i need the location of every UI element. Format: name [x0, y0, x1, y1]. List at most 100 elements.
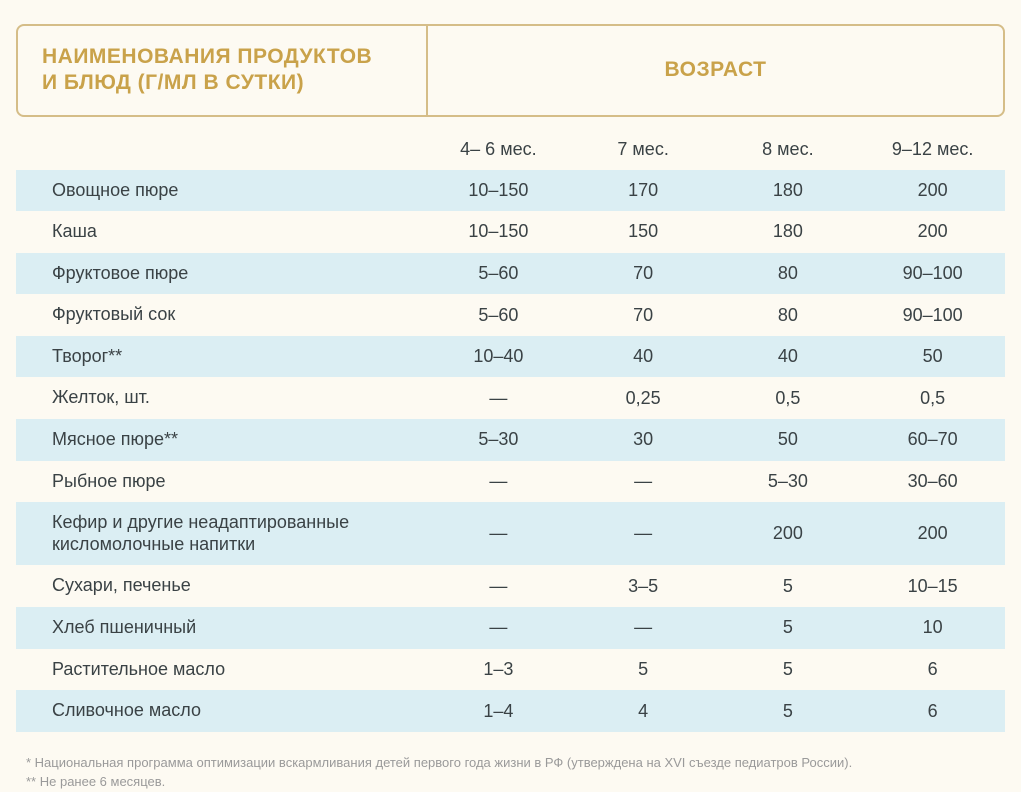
age-header-spacer	[16, 125, 426, 170]
cell: —	[571, 461, 716, 502]
cell: 180	[716, 170, 861, 211]
cell: 200	[860, 170, 1005, 211]
cell: 180	[716, 211, 861, 252]
row-label: Сливочное масло	[16, 690, 426, 732]
cell: 5–60	[426, 295, 571, 336]
cell: 5	[716, 566, 861, 607]
table-row: Творог**10–40404050	[16, 336, 1005, 378]
cell: 0,5	[860, 378, 1005, 419]
row-label: Кефир и другие неадаптированные кисломол…	[16, 502, 426, 565]
cell: 30–60	[860, 461, 1005, 502]
header-right-text: ВОЗРАСТ	[665, 57, 767, 83]
cell: 80	[716, 295, 861, 336]
cell: 4	[571, 691, 716, 732]
cell: —	[426, 607, 571, 648]
cell: 70	[571, 295, 716, 336]
table-row: Растительное масло1–3556	[16, 649, 1005, 691]
table-row: Кефир и другие неадаптированные кисломол…	[16, 502, 1005, 565]
footnote-2: ** Не ранее 6 месяцев.	[26, 773, 1005, 792]
cell: 5	[716, 691, 861, 732]
cell: 10	[860, 607, 1005, 648]
cell: 200	[860, 513, 1005, 554]
cell: 90–100	[860, 253, 1005, 294]
cell: 1–4	[426, 691, 571, 732]
cell: 30	[571, 419, 716, 460]
row-values: 10–40404050	[426, 336, 1005, 377]
cell: 200	[716, 513, 861, 554]
row-label: Сухари, печенье	[16, 565, 426, 607]
age-col-3: 9–12 мес.	[860, 125, 1005, 170]
table-row: Хлеб пшеничный——510	[16, 607, 1005, 649]
cell: 0,25	[571, 378, 716, 419]
row-label: Фруктовый сок	[16, 294, 426, 336]
row-values: 5–60708090–100	[426, 295, 1005, 336]
header-left-cell: НАИМЕНОВАНИЯ ПРОДУКТОВ И БЛЮД (Г/МЛ В СУ…	[18, 26, 428, 115]
cell: 5–30	[716, 461, 861, 502]
row-values: 10–150150180200	[426, 211, 1005, 252]
cell: 0,5	[716, 378, 861, 419]
cell: 80	[716, 253, 861, 294]
row-values: ——5–3030–60	[426, 461, 1005, 502]
cell: 170	[571, 170, 716, 211]
age-header-row: 4– 6 мес. 7 мес. 8 мес. 9–12 мес.	[16, 125, 1005, 170]
table-row: Каша10–150150180200	[16, 211, 1005, 253]
cell: 5–60	[426, 253, 571, 294]
table-row: Мясное пюре**5–30305060–70	[16, 419, 1005, 461]
header-left-line2: И БЛЮД (Г/МЛ В СУТКИ)	[42, 70, 402, 96]
cell: —	[426, 513, 571, 554]
cell: 1–3	[426, 649, 571, 690]
cell: 200	[860, 211, 1005, 252]
table-row: Овощное пюре10–150170180200	[16, 170, 1005, 212]
row-label: Творог**	[16, 336, 426, 378]
row-values: ——510	[426, 607, 1005, 648]
cell: 10–150	[426, 211, 571, 252]
cell: 70	[571, 253, 716, 294]
row-label: Овощное пюре	[16, 170, 426, 212]
age-header-cols: 4– 6 мес. 7 мес. 8 мес. 9–12 мес.	[426, 125, 1005, 170]
cell: 60–70	[860, 419, 1005, 460]
table-body: Овощное пюре10–150170180200Каша10–150150…	[16, 170, 1005, 732]
table-row: Фруктовый сок5–60708090–100	[16, 294, 1005, 336]
table-row: Фруктовое пюре5–60708090–100	[16, 253, 1005, 295]
row-values: 5–60708090–100	[426, 253, 1005, 294]
cell: —	[426, 461, 571, 502]
cell: —	[571, 513, 716, 554]
cell: 5	[571, 649, 716, 690]
cell: 3–5	[571, 566, 716, 607]
cell: —	[426, 378, 571, 419]
table-row: Сливочное масло1–4456	[16, 690, 1005, 732]
row-label: Растительное масло	[16, 649, 426, 691]
header-left-line1: НАИМЕНОВАНИЯ ПРОДУКТОВ	[42, 44, 402, 70]
row-label: Желток, шт.	[16, 377, 426, 419]
row-label: Каша	[16, 211, 426, 253]
cell: 10–150	[426, 170, 571, 211]
cell: 10–40	[426, 336, 571, 377]
cell: 6	[860, 649, 1005, 690]
row-label: Фруктовое пюре	[16, 253, 426, 295]
table-row: Желток, шт.—0,250,50,5	[16, 377, 1005, 419]
cell: —	[571, 607, 716, 648]
age-col-2: 8 мес.	[716, 125, 861, 170]
cell: 5	[716, 607, 861, 648]
header-right-cell: ВОЗРАСТ	[428, 26, 1003, 115]
table-row: Сухари, печенье—3–5510–15	[16, 565, 1005, 607]
row-label: Хлеб пшеничный	[16, 607, 426, 649]
cell: 6	[860, 691, 1005, 732]
age-col-1: 7 мес.	[571, 125, 716, 170]
cell: 150	[571, 211, 716, 252]
cell: 5	[716, 649, 861, 690]
table-header: НАИМЕНОВАНИЯ ПРОДУКТОВ И БЛЮД (Г/МЛ В СУ…	[16, 24, 1005, 117]
row-label: Мясное пюре**	[16, 419, 426, 461]
row-values: —3–5510–15	[426, 566, 1005, 607]
footnote-1: * Национальная программа оптимизации вск…	[26, 754, 1005, 773]
cell: 50	[716, 419, 861, 460]
row-values: 10–150170180200	[426, 170, 1005, 211]
cell: 40	[571, 336, 716, 377]
cell: 10–15	[860, 566, 1005, 607]
cell: —	[426, 566, 571, 607]
cell: 40	[716, 336, 861, 377]
row-label: Рыбное пюре	[16, 461, 426, 503]
footnotes: * Национальная программа оптимизации вск…	[16, 754, 1005, 792]
row-values: —0,250,50,5	[426, 378, 1005, 419]
row-values: ——200200	[426, 513, 1005, 554]
